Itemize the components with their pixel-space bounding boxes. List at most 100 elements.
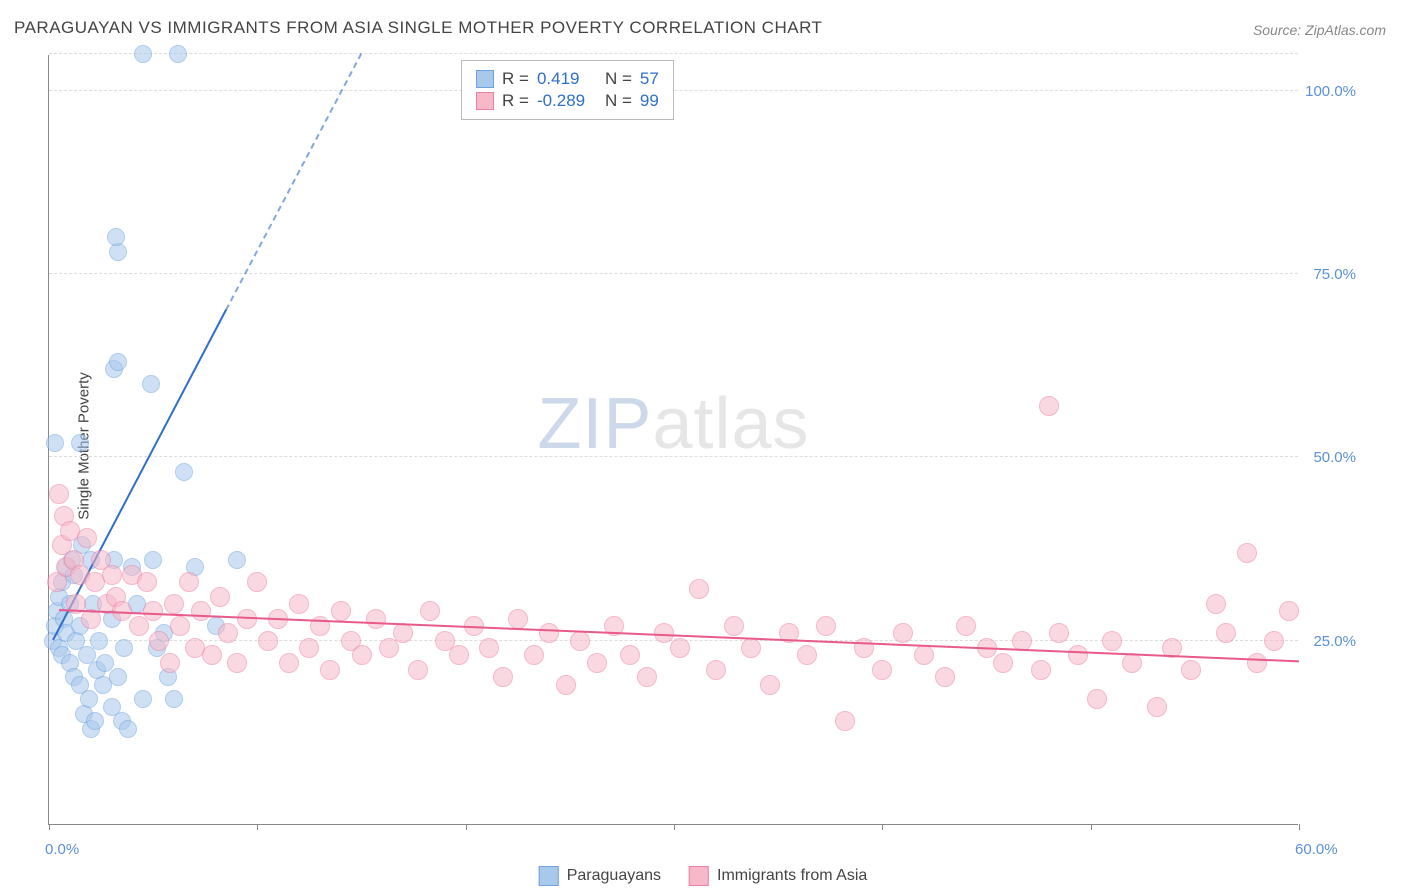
data-point bbox=[379, 638, 399, 658]
data-point bbox=[420, 601, 440, 621]
stats-row: R =0.419N =57 bbox=[476, 69, 659, 89]
data-point bbox=[134, 690, 152, 708]
gridline bbox=[49, 53, 1298, 54]
data-point bbox=[1247, 653, 1267, 673]
data-point bbox=[670, 638, 690, 658]
data-point bbox=[1264, 631, 1284, 651]
data-point bbox=[352, 645, 372, 665]
data-point bbox=[1087, 689, 1107, 709]
data-point bbox=[247, 572, 267, 592]
y-tick-label: 50.0% bbox=[1313, 449, 1356, 466]
data-point bbox=[556, 675, 576, 695]
data-point bbox=[956, 616, 976, 636]
data-point bbox=[854, 638, 874, 658]
data-point bbox=[129, 616, 149, 636]
legend: Paraguayans Immigrants from Asia bbox=[539, 866, 868, 886]
data-point bbox=[86, 712, 104, 730]
data-point bbox=[144, 551, 162, 569]
data-point bbox=[539, 623, 559, 643]
data-point bbox=[1216, 623, 1236, 643]
data-point bbox=[331, 601, 351, 621]
data-point bbox=[289, 594, 309, 614]
gridline bbox=[49, 456, 1298, 457]
data-point bbox=[493, 667, 513, 687]
data-point bbox=[1147, 697, 1167, 717]
data-point bbox=[191, 601, 211, 621]
data-point bbox=[320, 660, 340, 680]
data-point bbox=[637, 667, 657, 687]
data-point bbox=[143, 601, 163, 621]
data-point bbox=[760, 675, 780, 695]
legend-item: Paraguayans bbox=[539, 866, 661, 886]
data-point bbox=[160, 653, 180, 673]
data-point bbox=[408, 660, 428, 680]
data-point bbox=[102, 565, 122, 585]
data-point bbox=[71, 434, 89, 452]
series-swatch bbox=[476, 92, 494, 110]
legend-label: Paraguayans bbox=[567, 867, 661, 885]
legend-swatch bbox=[689, 866, 709, 886]
data-point bbox=[142, 375, 160, 393]
data-point bbox=[508, 609, 528, 629]
data-point bbox=[570, 631, 590, 651]
data-point bbox=[706, 660, 726, 680]
data-point bbox=[524, 645, 544, 665]
stats-n-label: N = bbox=[605, 91, 632, 111]
data-point bbox=[1237, 543, 1257, 563]
stats-n-label: N = bbox=[605, 69, 632, 89]
data-point bbox=[134, 45, 152, 63]
stats-row: R =-0.289N =99 bbox=[476, 91, 659, 111]
data-point bbox=[96, 654, 114, 672]
watermark-zip: ZIP bbox=[537, 384, 652, 464]
data-point bbox=[80, 690, 98, 708]
x-tick bbox=[882, 824, 883, 830]
data-point bbox=[218, 623, 238, 643]
data-point bbox=[914, 645, 934, 665]
x-tick bbox=[49, 824, 50, 830]
data-point bbox=[1206, 594, 1226, 614]
data-point bbox=[1181, 660, 1201, 680]
y-tick-label: 100.0% bbox=[1305, 83, 1356, 100]
data-point bbox=[90, 632, 108, 650]
data-point bbox=[77, 528, 97, 548]
stats-r-label: R = bbox=[502, 69, 529, 89]
trend-line-extrapolated bbox=[225, 53, 362, 311]
data-point bbox=[202, 645, 222, 665]
data-point bbox=[228, 551, 246, 569]
data-point bbox=[741, 638, 761, 658]
data-point bbox=[115, 639, 133, 657]
data-point bbox=[109, 353, 127, 371]
legend-item: Immigrants from Asia bbox=[689, 866, 867, 886]
data-point bbox=[449, 645, 469, 665]
data-point bbox=[137, 572, 157, 592]
chart-title: PARAGUAYAN VS IMMIGRANTS FROM ASIA SINGL… bbox=[14, 18, 822, 38]
x-tick bbox=[466, 824, 467, 830]
x-tick bbox=[257, 824, 258, 830]
data-point bbox=[935, 667, 955, 687]
stats-r-value: -0.289 bbox=[537, 91, 597, 111]
data-point bbox=[689, 579, 709, 599]
data-point bbox=[1068, 645, 1088, 665]
data-point bbox=[1049, 623, 1069, 643]
data-point bbox=[170, 616, 190, 636]
stats-r-value: 0.419 bbox=[537, 69, 597, 89]
watermark-atlas: atlas bbox=[652, 384, 809, 464]
data-point bbox=[620, 645, 640, 665]
gridline bbox=[49, 273, 1298, 274]
data-point bbox=[258, 631, 278, 651]
x-tick bbox=[674, 824, 675, 830]
watermark: ZIPatlas bbox=[537, 383, 809, 465]
source-attribution: Source: ZipAtlas.com bbox=[1253, 22, 1386, 38]
data-point bbox=[109, 668, 127, 686]
data-point bbox=[164, 594, 184, 614]
data-point bbox=[107, 228, 125, 246]
data-point bbox=[366, 609, 386, 629]
data-point bbox=[1039, 396, 1059, 416]
data-point bbox=[149, 631, 169, 651]
data-point bbox=[169, 45, 187, 63]
data-point bbox=[175, 463, 193, 481]
data-point bbox=[797, 645, 817, 665]
x-tick bbox=[1091, 824, 1092, 830]
plot-area: ZIPatlas 25.0%50.0%75.0%100.0%0.0%60.0%R… bbox=[48, 55, 1298, 825]
data-point bbox=[165, 690, 183, 708]
